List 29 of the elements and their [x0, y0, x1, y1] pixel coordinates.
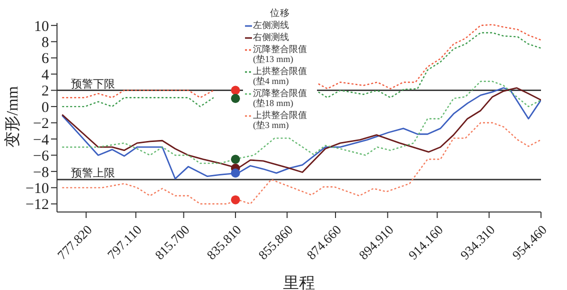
line-series	[62, 122, 541, 204]
point	[230, 168, 240, 178]
y-tick-label: 4	[42, 67, 50, 84]
y-tick-label: −2	[33, 116, 49, 132]
point	[230, 94, 240, 103]
ref-line-label: 预警下限	[71, 78, 115, 90]
y-tick-label: 2	[42, 84, 49, 100]
y-tick-label: 10	[34, 18, 49, 35]
legend-label: 沉降整合限值(垫13 mm)	[253, 44, 308, 64]
point	[230, 195, 240, 204]
y-tick-label: −4	[33, 132, 50, 148]
point	[230, 154, 240, 164]
legend-label: 左侧测线	[253, 20, 290, 30]
legend-label: 沉降整合限值(垫18 mm)	[253, 88, 308, 108]
y-tick-label: 6	[42, 51, 50, 68]
y-tick-label: −12	[26, 197, 49, 214]
legend-title: 位移	[269, 9, 291, 19]
x-axis-title: 里程	[283, 275, 315, 290]
y-tick-label: −8	[33, 164, 49, 181]
legend-label: 上拱整合限值(垫3 mm)	[253, 110, 308, 130]
ref-line-label: 预警上限	[71, 166, 115, 180]
point	[230, 86, 240, 95]
y-tick-label: 8	[42, 34, 49, 51]
y-axis-title: 变形/mm	[4, 86, 22, 148]
y-tick-label: −10	[26, 180, 49, 197]
y-tick-label: −6	[33, 148, 50, 165]
y-tick-label: 0	[42, 100, 49, 116]
legend-label: 上拱整合限值(垫4 mm)	[253, 66, 308, 86]
legend-label: 右侧测线	[253, 32, 290, 42]
